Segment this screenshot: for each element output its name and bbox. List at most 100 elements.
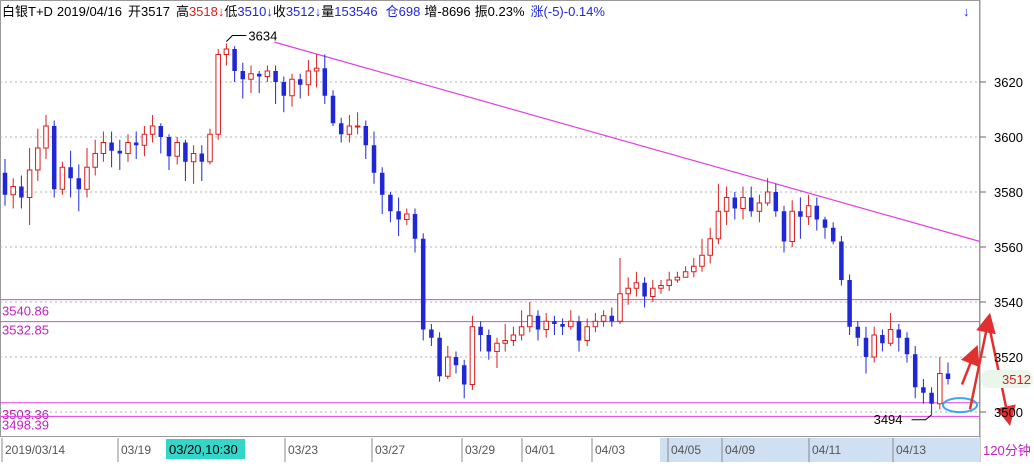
candle[interactable] — [642, 277, 647, 308]
candle[interactable] — [871, 326, 877, 363]
candle[interactable] — [945, 362, 951, 385]
candle[interactable] — [486, 329, 492, 360]
candle[interactable] — [10, 178, 16, 209]
candle[interactable] — [305, 60, 312, 96]
candle[interactable] — [199, 145, 205, 181]
candle[interactable] — [43, 115, 49, 159]
candle[interactable] — [437, 332, 442, 382]
candle[interactable] — [133, 131, 139, 160]
candle[interactable] — [576, 315, 582, 352]
candle[interactable] — [100, 131, 107, 162]
candle[interactable] — [682, 266, 689, 278]
candle[interactable] — [921, 379, 926, 404]
candle[interactable] — [469, 315, 476, 390]
candle[interactable] — [617, 258, 623, 324]
candle[interactable] — [887, 313, 894, 346]
candle[interactable] — [863, 326, 869, 374]
candles-layer[interactable] — [2, 43, 951, 415]
candle[interactable] — [904, 332, 910, 363]
candle[interactable] — [830, 222, 836, 245]
candle[interactable] — [732, 192, 738, 220]
candle[interactable] — [388, 192, 393, 223]
candle[interactable] — [281, 76, 287, 113]
candle[interactable] — [338, 117, 344, 143]
candle[interactable] — [880, 329, 885, 352]
candle[interactable] — [822, 216, 828, 239]
candle[interactable] — [855, 321, 861, 346]
candle[interactable] — [166, 134, 172, 170]
candle[interactable] — [600, 310, 607, 327]
candle[interactable] — [896, 324, 902, 352]
candle[interactable] — [117, 139, 123, 170]
candle[interactable] — [297, 73, 303, 99]
candle[interactable] — [527, 302, 533, 333]
candle[interactable] — [748, 186, 754, 217]
candle[interactable] — [404, 208, 410, 226]
candle[interactable] — [273, 65, 278, 105]
candle[interactable] — [756, 194, 763, 223]
candle[interactable] — [322, 54, 328, 105]
candle[interactable] — [674, 271, 681, 283]
candle[interactable] — [740, 186, 746, 220]
candle[interactable] — [2, 159, 8, 206]
candle[interactable] — [68, 150, 73, 198]
candle[interactable] — [125, 134, 131, 162]
candle[interactable] — [937, 357, 943, 410]
candle[interactable] — [478, 321, 483, 352]
candle[interactable] — [141, 126, 148, 157]
candle[interactable] — [691, 258, 697, 278]
candle[interactable] — [19, 175, 24, 209]
candle[interactable] — [207, 128, 213, 165]
candle[interactable] — [560, 318, 565, 336]
candle[interactable] — [264, 65, 271, 83]
candle[interactable] — [650, 280, 656, 302]
candle[interactable] — [174, 137, 180, 165]
candle[interactable] — [584, 318, 590, 347]
candle[interactable] — [781, 205, 787, 253]
candle[interactable] — [789, 200, 795, 247]
candle[interactable] — [158, 123, 164, 154]
candle[interactable] — [354, 112, 361, 135]
candle[interactable] — [814, 197, 820, 231]
candle[interactable] — [232, 46, 237, 82]
candle[interactable] — [412, 208, 418, 253]
candle[interactable] — [453, 351, 459, 374]
candle[interactable] — [912, 346, 918, 399]
candle[interactable] — [535, 310, 541, 341]
candle[interactable] — [666, 271, 672, 291]
candle[interactable] — [847, 274, 852, 336]
candle[interactable] — [633, 271, 640, 297]
candle[interactable] — [248, 65, 254, 94]
candle[interactable] — [289, 73, 295, 107]
candle[interactable] — [256, 71, 262, 93]
candle[interactable] — [510, 326, 517, 346]
candle[interactable] — [625, 277, 631, 305]
candle[interactable] — [109, 131, 114, 168]
selected-time-label[interactable]: 03/20,10:30 — [169, 442, 238, 457]
candle[interactable] — [149, 115, 156, 143]
candle[interactable] — [715, 183, 722, 245]
candle[interactable] — [379, 167, 385, 214]
candle[interactable] — [92, 139, 98, 176]
candle[interactable] — [420, 233, 426, 341]
candle[interactable] — [313, 54, 320, 88]
candle[interactable] — [363, 120, 369, 160]
candle[interactable] — [429, 324, 434, 346]
candle[interactable] — [658, 280, 664, 294]
candle[interactable] — [723, 186, 730, 226]
candle[interactable] — [552, 315, 557, 335]
candle[interactable] — [929, 387, 934, 415]
candle[interactable] — [396, 197, 401, 237]
candle[interactable] — [183, 139, 188, 181]
candle[interactable] — [461, 359, 467, 399]
candle[interactable] — [371, 131, 377, 184]
candle[interactable] — [76, 164, 82, 212]
candle[interactable] — [764, 178, 771, 206]
candle[interactable] — [518, 310, 525, 341]
candle[interactable] — [84, 148, 90, 198]
candle[interactable] — [773, 183, 779, 217]
candle[interactable] — [346, 115, 353, 143]
candle[interactable] — [26, 148, 33, 225]
